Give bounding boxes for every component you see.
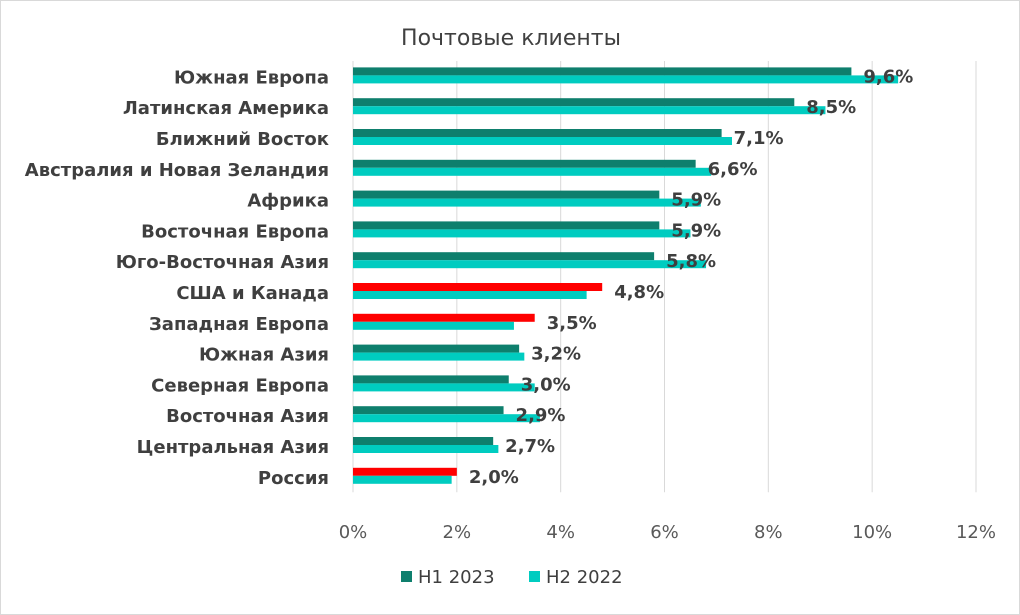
data-label: 4,8% [614, 282, 664, 303]
bar-h1-2023 [353, 98, 795, 107]
x-tick-label: 4% [546, 522, 575, 543]
legend: H1 2023 H2 2022 [401, 567, 623, 588]
x-axis-ticks: 0% 2% 4% 6% 8% 10% 12% [339, 522, 996, 543]
bar-h1-2023 [353, 375, 509, 384]
legend-swatch-h2-2022 [529, 571, 540, 582]
bar-h2-2022 [353, 229, 691, 238]
category-label: Центральная Азия [137, 437, 329, 458]
category-label: Африка [247, 191, 329, 212]
chart-title: Почтовые клиенты [401, 26, 621, 51]
data-label: 5,8% [666, 251, 716, 272]
bar-h1-2023 [353, 467, 457, 476]
bar-h2-2022 [353, 198, 701, 207]
bar-h2-2022 [353, 414, 540, 423]
category-label: Россия [258, 468, 329, 489]
data-label: 7,1% [734, 128, 784, 149]
data-labels: 9,6% 8,5% 7,1% 6,6% 5,9% 5,9% 5,8%4,8% 3,5% 3,2%… [469, 66, 913, 487]
legend-label-h2-2022: H2 2022 [546, 567, 623, 588]
category-label: Южная Азия [199, 345, 329, 366]
x-tick-label: 6% [650, 522, 679, 543]
bar-h1-2023 [353, 437, 494, 445]
category-labels: Южная Европа Латинская Америка Ближний Вос… [25, 67, 329, 488]
category-label: Австралия и Новая Зеландия [25, 160, 329, 181]
category-label: Южная Европа [174, 67, 329, 88]
data-label: 3,2% [531, 344, 581, 365]
bar-h2-2022 [353, 475, 452, 484]
bar-h2-2022 [353, 106, 826, 115]
bar-h1-2023 [353, 344, 520, 353]
bar-h2-2022 [353, 167, 712, 176]
bar-h1-2023 [353, 252, 655, 261]
x-tick-label: 8% [754, 522, 783, 543]
x-tick-label: 10% [852, 522, 892, 543]
data-label: 3,5% [547, 313, 597, 334]
bar-h1-2023 [353, 159, 696, 168]
data-label: 5,9% [671, 190, 721, 211]
category-label: Северная Европа [151, 375, 329, 396]
category-label: Юго-Восточная Азия [116, 252, 329, 273]
x-tick-label: 2% [443, 522, 472, 543]
data-label: 2,7% [505, 436, 555, 457]
bar-h2-2022 [353, 352, 525, 361]
x-tick-label: 0% [339, 522, 368, 543]
bar-h1-2023 [353, 221, 660, 230]
category-label: Восточная Европа [141, 221, 329, 242]
bar-h1-2023 [353, 190, 660, 199]
bar-h1-2023 [353, 67, 852, 76]
bar-h2-2022 [353, 137, 732, 145]
category-label: Ближний Восток [156, 129, 329, 150]
bar-h2-2022 [353, 445, 499, 453]
bar-h1-2023 [353, 283, 603, 291]
x-tick-label: 12% [956, 522, 996, 543]
data-label: 9,6% [863, 66, 913, 87]
bar-h2-2022 [353, 321, 514, 330]
bar-h2-2022 [353, 260, 707, 269]
data-label: 8,5% [806, 97, 856, 118]
category-label: Восточная Азия [166, 406, 329, 427]
bar-h1-2023 [353, 129, 722, 137]
data-label: 5,9% [671, 220, 721, 241]
bars [353, 67, 899, 484]
bar-h1-2023 [353, 313, 535, 322]
data-label: 2,9% [516, 405, 566, 426]
bar-h2-2022 [353, 383, 535, 392]
category-label: Латинская Америка [123, 98, 329, 119]
category-label: США и Канада [176, 283, 329, 304]
bar-h1-2023 [353, 406, 504, 415]
grid-lines [352, 61, 977, 493]
bar-h2-2022 [353, 75, 899, 84]
bar-h2-2022 [353, 291, 587, 299]
category-label: Западная Европа [149, 314, 329, 335]
legend-label-h1-2023: H1 2023 [418, 567, 495, 588]
data-label: 2,0% [469, 467, 519, 488]
data-label: 6,6% [708, 159, 758, 180]
legend-swatch-h1-2023 [401, 571, 412, 582]
data-label: 3,0% [521, 374, 571, 395]
